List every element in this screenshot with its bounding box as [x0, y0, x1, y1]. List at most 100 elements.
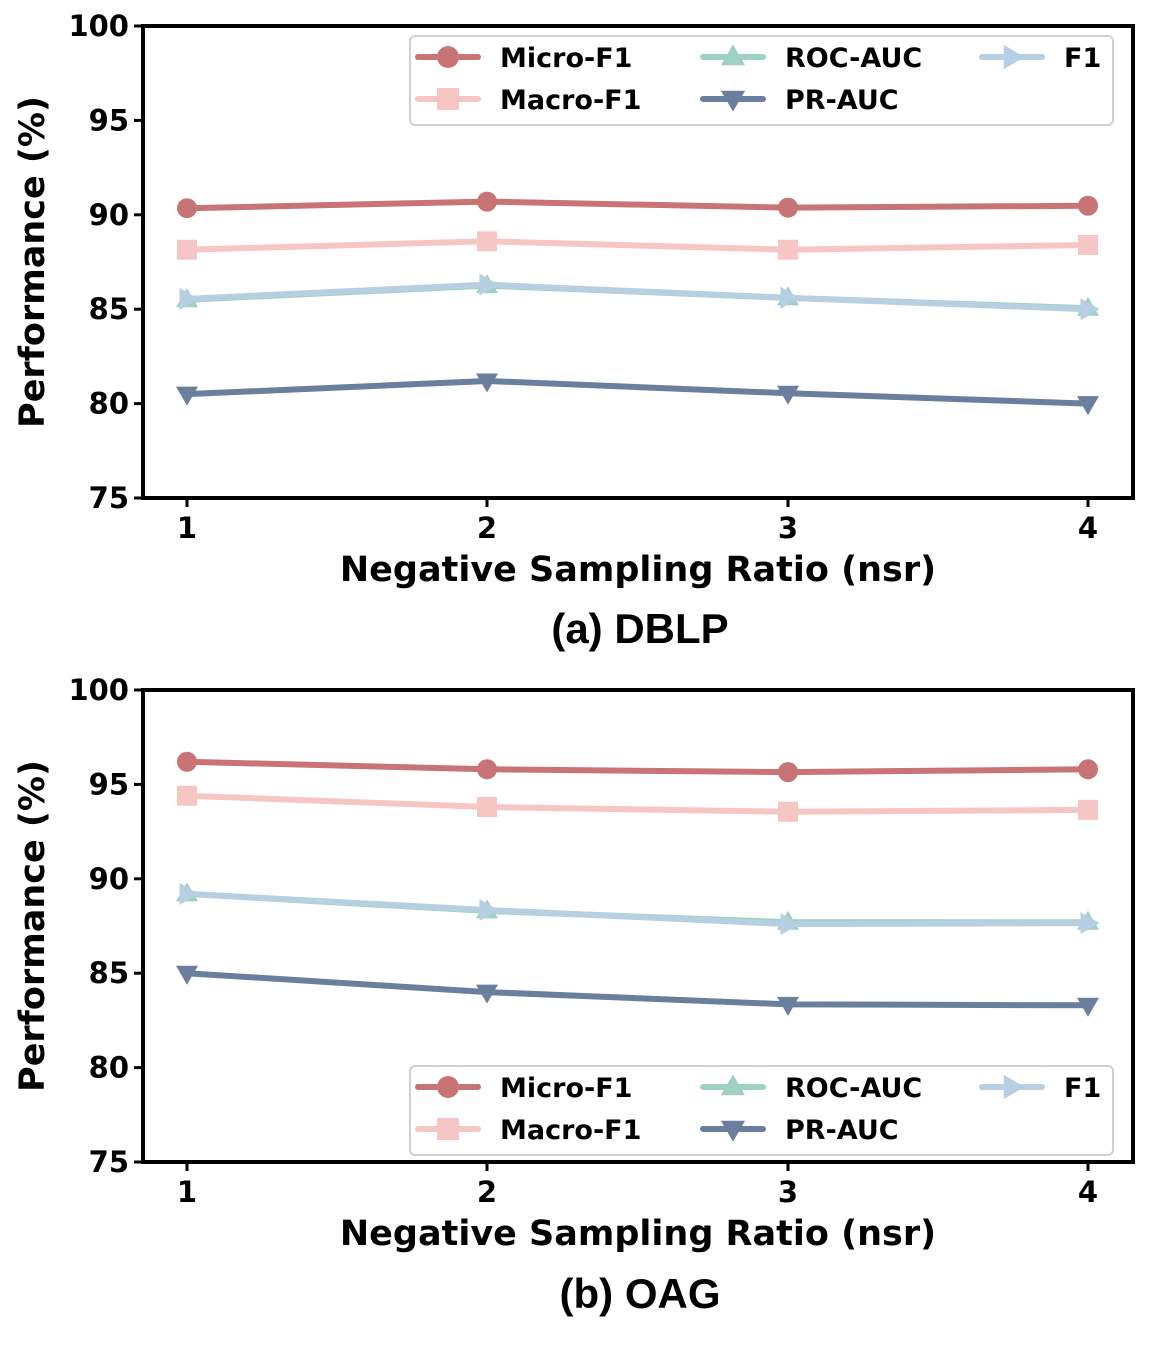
- data-point-pr-auc-x2: [476, 984, 498, 1004]
- y-tick-label: 100: [68, 9, 129, 43]
- legend-entry-macro-f1: Macro-F1: [415, 85, 641, 116]
- data-point-pr-auc-x2: [476, 373, 498, 393]
- plot-frame: [141, 688, 1135, 1164]
- legend-marker: [437, 46, 459, 68]
- data-point-pr-auc-x3: [777, 385, 799, 405]
- legend-entry-roc-auc: ROC-AUC: [700, 43, 922, 74]
- legend-label: Macro-F1: [500, 1115, 641, 1146]
- legend-entry-pr-auc: PR-AUC: [700, 85, 899, 116]
- x-tick-label: 2: [477, 511, 497, 545]
- y-tick-label: 95: [89, 103, 129, 137]
- legend-entry-micro-f1: Micro-F1: [415, 43, 632, 74]
- y-tick-label: 95: [89, 767, 129, 801]
- data-point-pr-auc-x4: [1077, 997, 1099, 1017]
- panel-caption: (b) OAG: [560, 1270, 721, 1317]
- series-pr-auc: [176, 373, 1099, 416]
- plot-frame: [141, 24, 1135, 500]
- data-point-micro-f1-x4: [1078, 759, 1098, 780]
- data-point-micro-f1-x4: [1078, 195, 1098, 216]
- x-tick-label: 4: [1078, 511, 1098, 545]
- data-point-pr-auc-x3: [777, 996, 799, 1016]
- x-tick-label: 3: [778, 1175, 798, 1209]
- data-point-micro-f1-x3: [778, 197, 798, 218]
- data-point-macro-f1-x1: [177, 239, 197, 260]
- legend-label: PR-AUC: [785, 85, 899, 116]
- series-line-f1: [184, 890, 1091, 928]
- data-point-pr-auc-x1: [176, 965, 198, 985]
- data-point-micro-f1-x2: [477, 759, 497, 780]
- x-axis-label: Negative Sampling Ratio (nsr): [340, 1214, 936, 1254]
- y-tick-label: 80: [89, 387, 129, 421]
- data-point-macro-f1-x1: [177, 785, 197, 806]
- data-point-f1-x3: [780, 913, 800, 936]
- data-point-micro-f1-x1: [177, 198, 197, 219]
- x-tick-label: 2: [477, 1175, 497, 1209]
- legend-label: ROC-AUC: [785, 43, 922, 74]
- legend-marker: [437, 1076, 459, 1098]
- data-point-micro-f1-x1: [177, 751, 197, 772]
- y-tick-label: 80: [89, 1051, 129, 1085]
- legend-entry-roc-auc: ROC-AUC: [700, 1073, 922, 1104]
- series-line-f1: [184, 281, 1091, 313]
- y-tick-label: 85: [89, 292, 129, 326]
- legend-label: PR-AUC: [785, 1115, 899, 1146]
- x-tick-label: 1: [177, 511, 197, 545]
- legend-marker: [720, 90, 746, 112]
- y-tick-label: 90: [89, 862, 129, 896]
- series-pr-auc: [176, 965, 1099, 1017]
- legend-box: [409, 35, 1114, 126]
- series-micro-f1: [177, 751, 1098, 783]
- data-point-macro-f1-x2: [477, 231, 497, 252]
- legend-marker: [720, 1120, 746, 1142]
- series-macro-f1: [177, 231, 1098, 260]
- legend-entry-f1: F1: [979, 43, 1101, 74]
- data-point-f1-x1: [179, 882, 199, 905]
- panel-caption: (a) DBLP: [551, 605, 728, 652]
- legend: Micro-F1 Macro-F1 ROC-AUC PR-AUC F1: [409, 1065, 1114, 1156]
- y-tick-label: 85: [89, 956, 129, 990]
- x-tick-label: 1: [177, 1175, 197, 1209]
- legend-label: F1: [1064, 1073, 1101, 1104]
- legend-label: ROC-AUC: [785, 1073, 922, 1104]
- legend-marker: [437, 1118, 459, 1140]
- data-point-f1-x4: [1080, 298, 1100, 321]
- x-tick-label: 3: [778, 511, 798, 545]
- legend-marker: [1003, 44, 1025, 70]
- y-axis-label: Performance (%): [13, 96, 53, 428]
- legend-entry-pr-auc: PR-AUC: [700, 1115, 899, 1146]
- data-point-f1-x2: [479, 898, 499, 921]
- x-axis-label: Negative Sampling Ratio (nsr): [340, 550, 936, 590]
- legend-label: Micro-F1: [500, 1073, 632, 1104]
- data-point-f1-x2: [479, 273, 499, 296]
- legend-marker: [437, 88, 459, 110]
- y-axis-label: Performance (%): [13, 760, 53, 1092]
- legend-entry-micro-f1: Micro-F1: [415, 1073, 632, 1104]
- series-line-macro-f1: [184, 238, 1091, 253]
- data-point-macro-f1-x3: [778, 801, 798, 822]
- panel-dblp: 75 80 85 90 95 100 1 2 3 4 Negative Sampling Ratio…: [13, 9, 1135, 652]
- data-point-pr-auc-x1: [176, 386, 198, 406]
- series-line-micro-f1: [184, 198, 1091, 212]
- legend-entry-f1: F1: [979, 1073, 1101, 1104]
- series-f1: [179, 273, 1100, 321]
- data-point-f1-x1: [179, 287, 199, 310]
- legend-entry-macro-f1: Macro-F1: [415, 1115, 641, 1146]
- legend-marker: [720, 1074, 746, 1096]
- data-point-micro-f1-x2: [477, 191, 497, 212]
- data-point-macro-f1-x2: [477, 797, 497, 818]
- data-point-macro-f1-x3: [778, 239, 798, 260]
- data-point-macro-f1-x4: [1078, 235, 1098, 256]
- legend-box: [409, 1065, 1114, 1156]
- series-line-macro-f1: [184, 792, 1091, 815]
- data-point-f1-x3: [780, 286, 800, 309]
- data-point-pr-auc-x4: [1077, 396, 1099, 416]
- legend-marker: [1003, 1074, 1025, 1100]
- data-point-macro-f1-x4: [1078, 799, 1098, 820]
- series-micro-f1: [177, 191, 1098, 219]
- series-line-pr-auc: [184, 970, 1091, 1009]
- series-f1: [179, 882, 1100, 936]
- y-tick-label: 90: [89, 198, 129, 232]
- y-tick-label: 75: [89, 1145, 129, 1179]
- series-macro-f1: [177, 785, 1098, 822]
